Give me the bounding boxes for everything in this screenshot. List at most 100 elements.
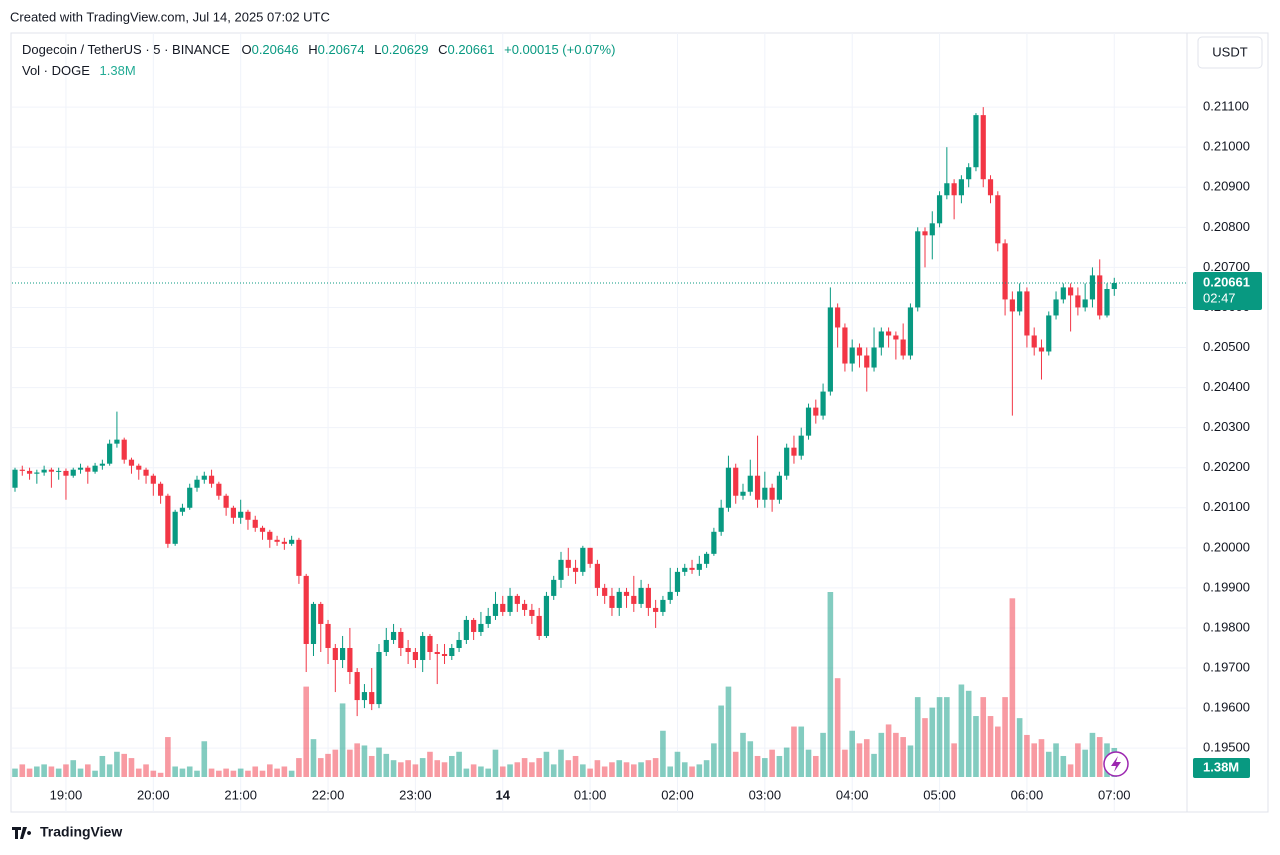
high-key: H	[308, 42, 317, 57]
candle-body	[638, 587, 644, 604]
volume-bar	[711, 743, 717, 777]
candle-body	[856, 347, 863, 356]
volume-bar	[696, 764, 703, 777]
volume-bar	[1002, 697, 1008, 777]
candle-body	[121, 439, 127, 460]
volume-bar	[354, 743, 360, 777]
candle-body	[1031, 335, 1037, 348]
y-tick-label: 0.19500	[1203, 740, 1250, 755]
x-tick-label: 20:00	[137, 787, 170, 802]
currency-button[interactable]	[1197, 36, 1263, 69]
candle-body	[441, 653, 448, 657]
candle-body	[900, 339, 906, 356]
volume-bar	[99, 755, 106, 777]
candle-body	[267, 531, 273, 540]
volume-bar	[609, 762, 615, 777]
candle-body	[820, 391, 826, 416]
candle-body	[849, 347, 855, 364]
y-tick-label: 0.19900	[1203, 579, 1250, 594]
volume-bar	[1053, 743, 1059, 777]
legend: Dogecoin / TetherUS · 5 · BINANCE O0.206…	[22, 42, 615, 57]
candle-body	[500, 603, 506, 612]
candle-body	[791, 447, 797, 456]
candle-body	[463, 619, 469, 640]
y-tick-label: 0.21000	[1203, 139, 1250, 154]
candle-body	[667, 591, 673, 600]
volume-bar	[398, 762, 404, 777]
candle-body	[704, 553, 710, 564]
candle-body	[340, 647, 346, 661]
candle-body	[696, 563, 702, 570]
candle-body	[354, 672, 360, 701]
volume-bar	[419, 758, 426, 777]
currency[interactable]: USDT	[1212, 44, 1247, 59]
y-tick-label: 0.21100	[1203, 99, 1249, 114]
candle-body	[769, 487, 775, 500]
candle-body	[281, 541, 287, 544]
volume-bar	[361, 745, 368, 777]
volume-bar	[339, 703, 346, 777]
candle-body	[878, 331, 884, 348]
volume-bar	[914, 697, 921, 777]
logo	[12, 827, 32, 839]
candle-body	[522, 603, 528, 610]
volume-label-box	[1193, 757, 1250, 778]
candle-body	[398, 631, 404, 648]
candle-body	[674, 571, 681, 592]
volume-bar	[594, 760, 601, 777]
volume-bar	[77, 768, 84, 777]
volume-bar	[281, 766, 288, 777]
candle-body	[740, 491, 746, 496]
volume-bar	[303, 686, 309, 777]
candle-body	[1053, 299, 1059, 316]
volume-bar	[820, 732, 826, 777]
candle-body	[1038, 347, 1045, 352]
volume-bar	[827, 592, 834, 777]
candle-body	[471, 619, 477, 632]
candle-body	[929, 223, 935, 236]
y-tick-label: 0.19700	[1203, 659, 1250, 674]
volume-bar	[317, 758, 324, 777]
volume-bar	[689, 766, 695, 777]
volume-bar	[92, 770, 98, 777]
candle-body	[26, 470, 33, 474]
volume-bar	[296, 758, 302, 777]
candle-body	[12, 469, 18, 488]
x-tick-label: 21:00	[224, 787, 257, 802]
volume-bar	[485, 768, 491, 777]
candle-body	[420, 635, 426, 661]
candle-body	[310, 603, 317, 644]
candle-body	[987, 179, 994, 196]
volume-bar	[718, 705, 724, 777]
volume-bar	[922, 718, 928, 777]
low-value: 0.20629	[381, 42, 428, 57]
volume-bar	[288, 770, 295, 777]
volume-bar	[980, 697, 987, 777]
volume-bar	[543, 751, 550, 777]
candle-body	[128, 459, 135, 466]
volume-bar	[470, 764, 477, 777]
volume-bar	[667, 766, 673, 777]
candle-body	[376, 651, 382, 705]
close-value: 0.20661	[447, 42, 494, 57]
candle-body	[456, 639, 462, 648]
y-tick-label: 0.20200	[1203, 459, 1250, 474]
candle-body	[274, 539, 280, 542]
candle-body	[958, 179, 964, 196]
candle-body	[369, 692, 375, 705]
low-key: L	[374, 42, 381, 57]
candle-body	[48, 469, 54, 472]
candle-body	[572, 567, 579, 572]
candle-body	[70, 469, 76, 476]
y-tick-label: 0.20300	[1203, 419, 1250, 434]
watermark: Created with TradingView.com, Jul 14, 20…	[10, 9, 330, 24]
candle-body	[216, 483, 222, 496]
candle-body	[289, 539, 295, 544]
axes: 0.19500 0.19600 0.19700 0.19800 0.19900 0.200…	[12, 99, 1262, 802]
volume-bar	[85, 764, 91, 777]
volume-bar	[558, 749, 564, 777]
volume-bar	[776, 755, 783, 777]
countdown: 02:47	[1203, 290, 1236, 305]
volume-bar	[856, 743, 863, 777]
volume-bar	[456, 751, 462, 777]
